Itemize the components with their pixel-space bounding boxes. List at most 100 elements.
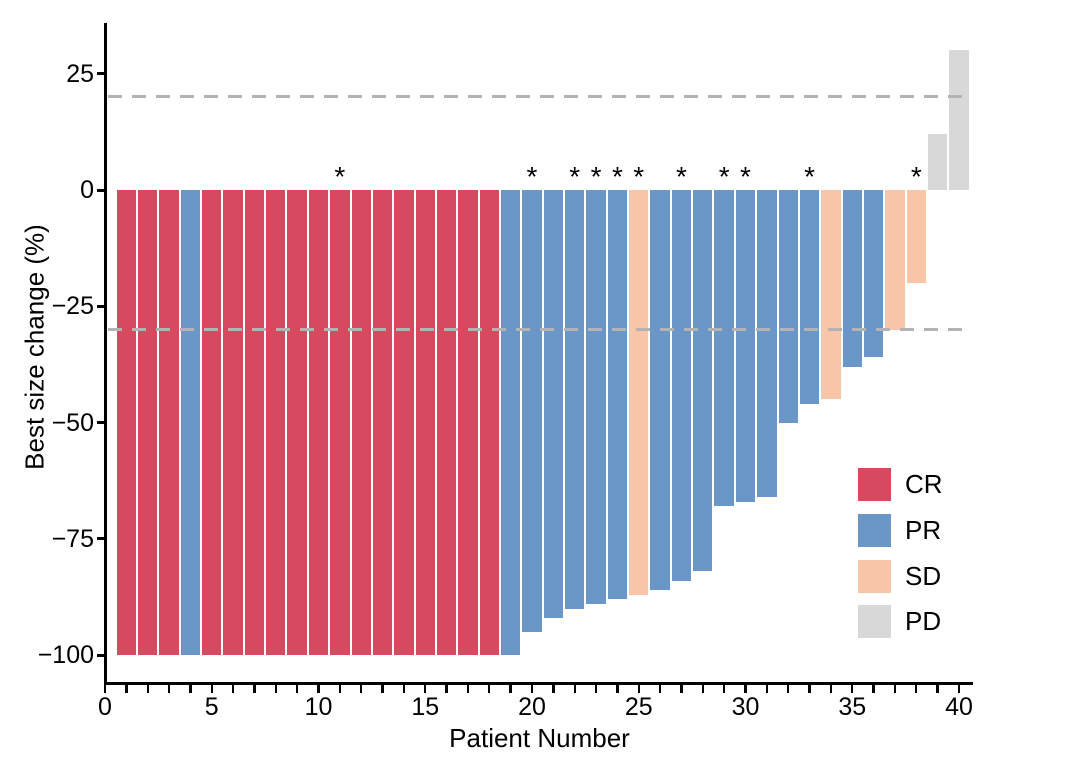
x-tick-label-20: 20 [518,693,546,721]
y-tick-label--25: −25 [51,292,94,321]
bar-patient-17 [458,190,478,656]
x-tick-label-35: 35 [838,693,867,721]
asterisk-patient-27: * [675,161,687,192]
x-tick-9 [295,685,299,693]
bar-patient-24 [607,190,628,600]
bar-patient-14 [394,190,414,656]
x-tick-29 [722,685,726,693]
legend-swatch-pd [858,605,891,639]
bar-patient-16 [436,190,457,656]
bar-patient-40 [949,50,969,190]
bar-patient-4 [180,190,201,656]
bar-patient-6 [223,190,243,656]
x-tick-14 [402,685,406,693]
bar-patient-8 [266,190,286,656]
x-tick-30 [744,685,747,693]
x-tick-33 [808,685,811,693]
asterisk-patient-33: * [804,161,815,192]
bar-patient-27 [671,190,692,581]
x-tick-6 [231,685,235,693]
bar-patient-38 [906,190,926,284]
x-tick-4 [189,685,192,693]
legend-label-pr: PR [905,514,942,545]
legend-swatch-pr [858,513,891,547]
y-tick--25 [97,304,105,308]
bar-patient-11 [330,190,350,656]
x-tick-40 [957,685,961,693]
y-tick--100 [97,653,105,657]
x-tick-22 [573,685,576,693]
bar-patient-22 [565,190,585,609]
bar-patient-29 [714,190,734,507]
asterisk-patient-30: * [740,161,751,192]
legend-label-cr: CR [905,469,943,499]
x-tick-0 [103,685,107,693]
x-tick-label-15: 15 [411,693,440,721]
x-tick-19 [509,685,512,693]
y-tick-label-0: 0 [80,176,94,204]
y-tick-0 [97,188,105,192]
bar-patient-30 [735,190,756,502]
x-tick-11 [338,685,342,693]
x-tick-23 [594,685,598,693]
bar-patient-15 [415,190,435,656]
asterisk-patient-23: * [590,161,602,192]
x-tick-39 [936,685,939,693]
y-axis-line [104,23,107,685]
bar-patient-18 [479,190,499,656]
x-tick-13 [381,685,384,693]
bar-patient-28 [693,190,713,572]
bar-patient-2 [138,190,158,656]
y-tick-label--75: −75 [51,524,94,553]
legend-swatch-sd [858,559,891,593]
x-tick-label-30: 30 [731,693,760,721]
x-tick-21 [552,685,555,693]
bar-patient-9 [287,190,307,656]
x-tick-16 [445,685,448,693]
asterisk-patient-24: * [611,161,623,192]
y-tick-label--100: −100 [37,641,94,670]
x-tick-34 [829,685,833,693]
x-tick-36 [872,685,875,693]
x-tick-8 [274,685,277,693]
reference-line-minus30 [108,328,971,332]
bar-patient-25 [629,190,649,595]
reference-line-plus20 [108,95,971,99]
bar-patient-7 [244,190,265,656]
x-tick-10 [317,685,320,693]
bar-patient-39 [927,134,948,190]
x-tick-24 [616,685,619,693]
bar-patient-13 [372,190,393,656]
bar-patient-32 [778,190,798,423]
asterisk-patient-11: * [334,161,346,192]
x-tick-label-10: 10 [304,693,333,721]
asterisk-patient-25: * [633,161,645,192]
bar-patient-12 [351,190,371,656]
x-tick-1 [125,685,128,693]
x-tick-32 [787,685,790,693]
x-tick-37 [893,685,897,693]
bar-patient-33 [799,190,820,404]
x-tick-20 [530,685,534,693]
x-tick-38 [915,685,918,693]
x-tick-17 [466,685,470,693]
x-tick-label-40: 40 [945,693,973,721]
asterisk-patient-20: * [526,161,538,192]
x-tick-28 [701,685,704,693]
x-tick-label-5: 5 [204,693,219,721]
x-tick-2 [146,685,149,693]
legend-label-sd: SD [905,560,942,591]
bar-patient-34 [821,190,841,400]
x-tick-27 [680,685,683,693]
legend-swatch-cr [858,468,891,501]
asterisk-patient-29: * [718,161,730,192]
bar-patient-35 [842,190,862,367]
x-tick-15 [424,685,427,693]
x-tick-7 [253,685,256,693]
x-tick-25 [637,685,640,693]
y-tick--75 [97,537,105,541]
x-tick-label-0: 0 [98,693,112,721]
asterisk-patient-38: * [910,161,922,192]
x-tick-18 [488,685,491,693]
